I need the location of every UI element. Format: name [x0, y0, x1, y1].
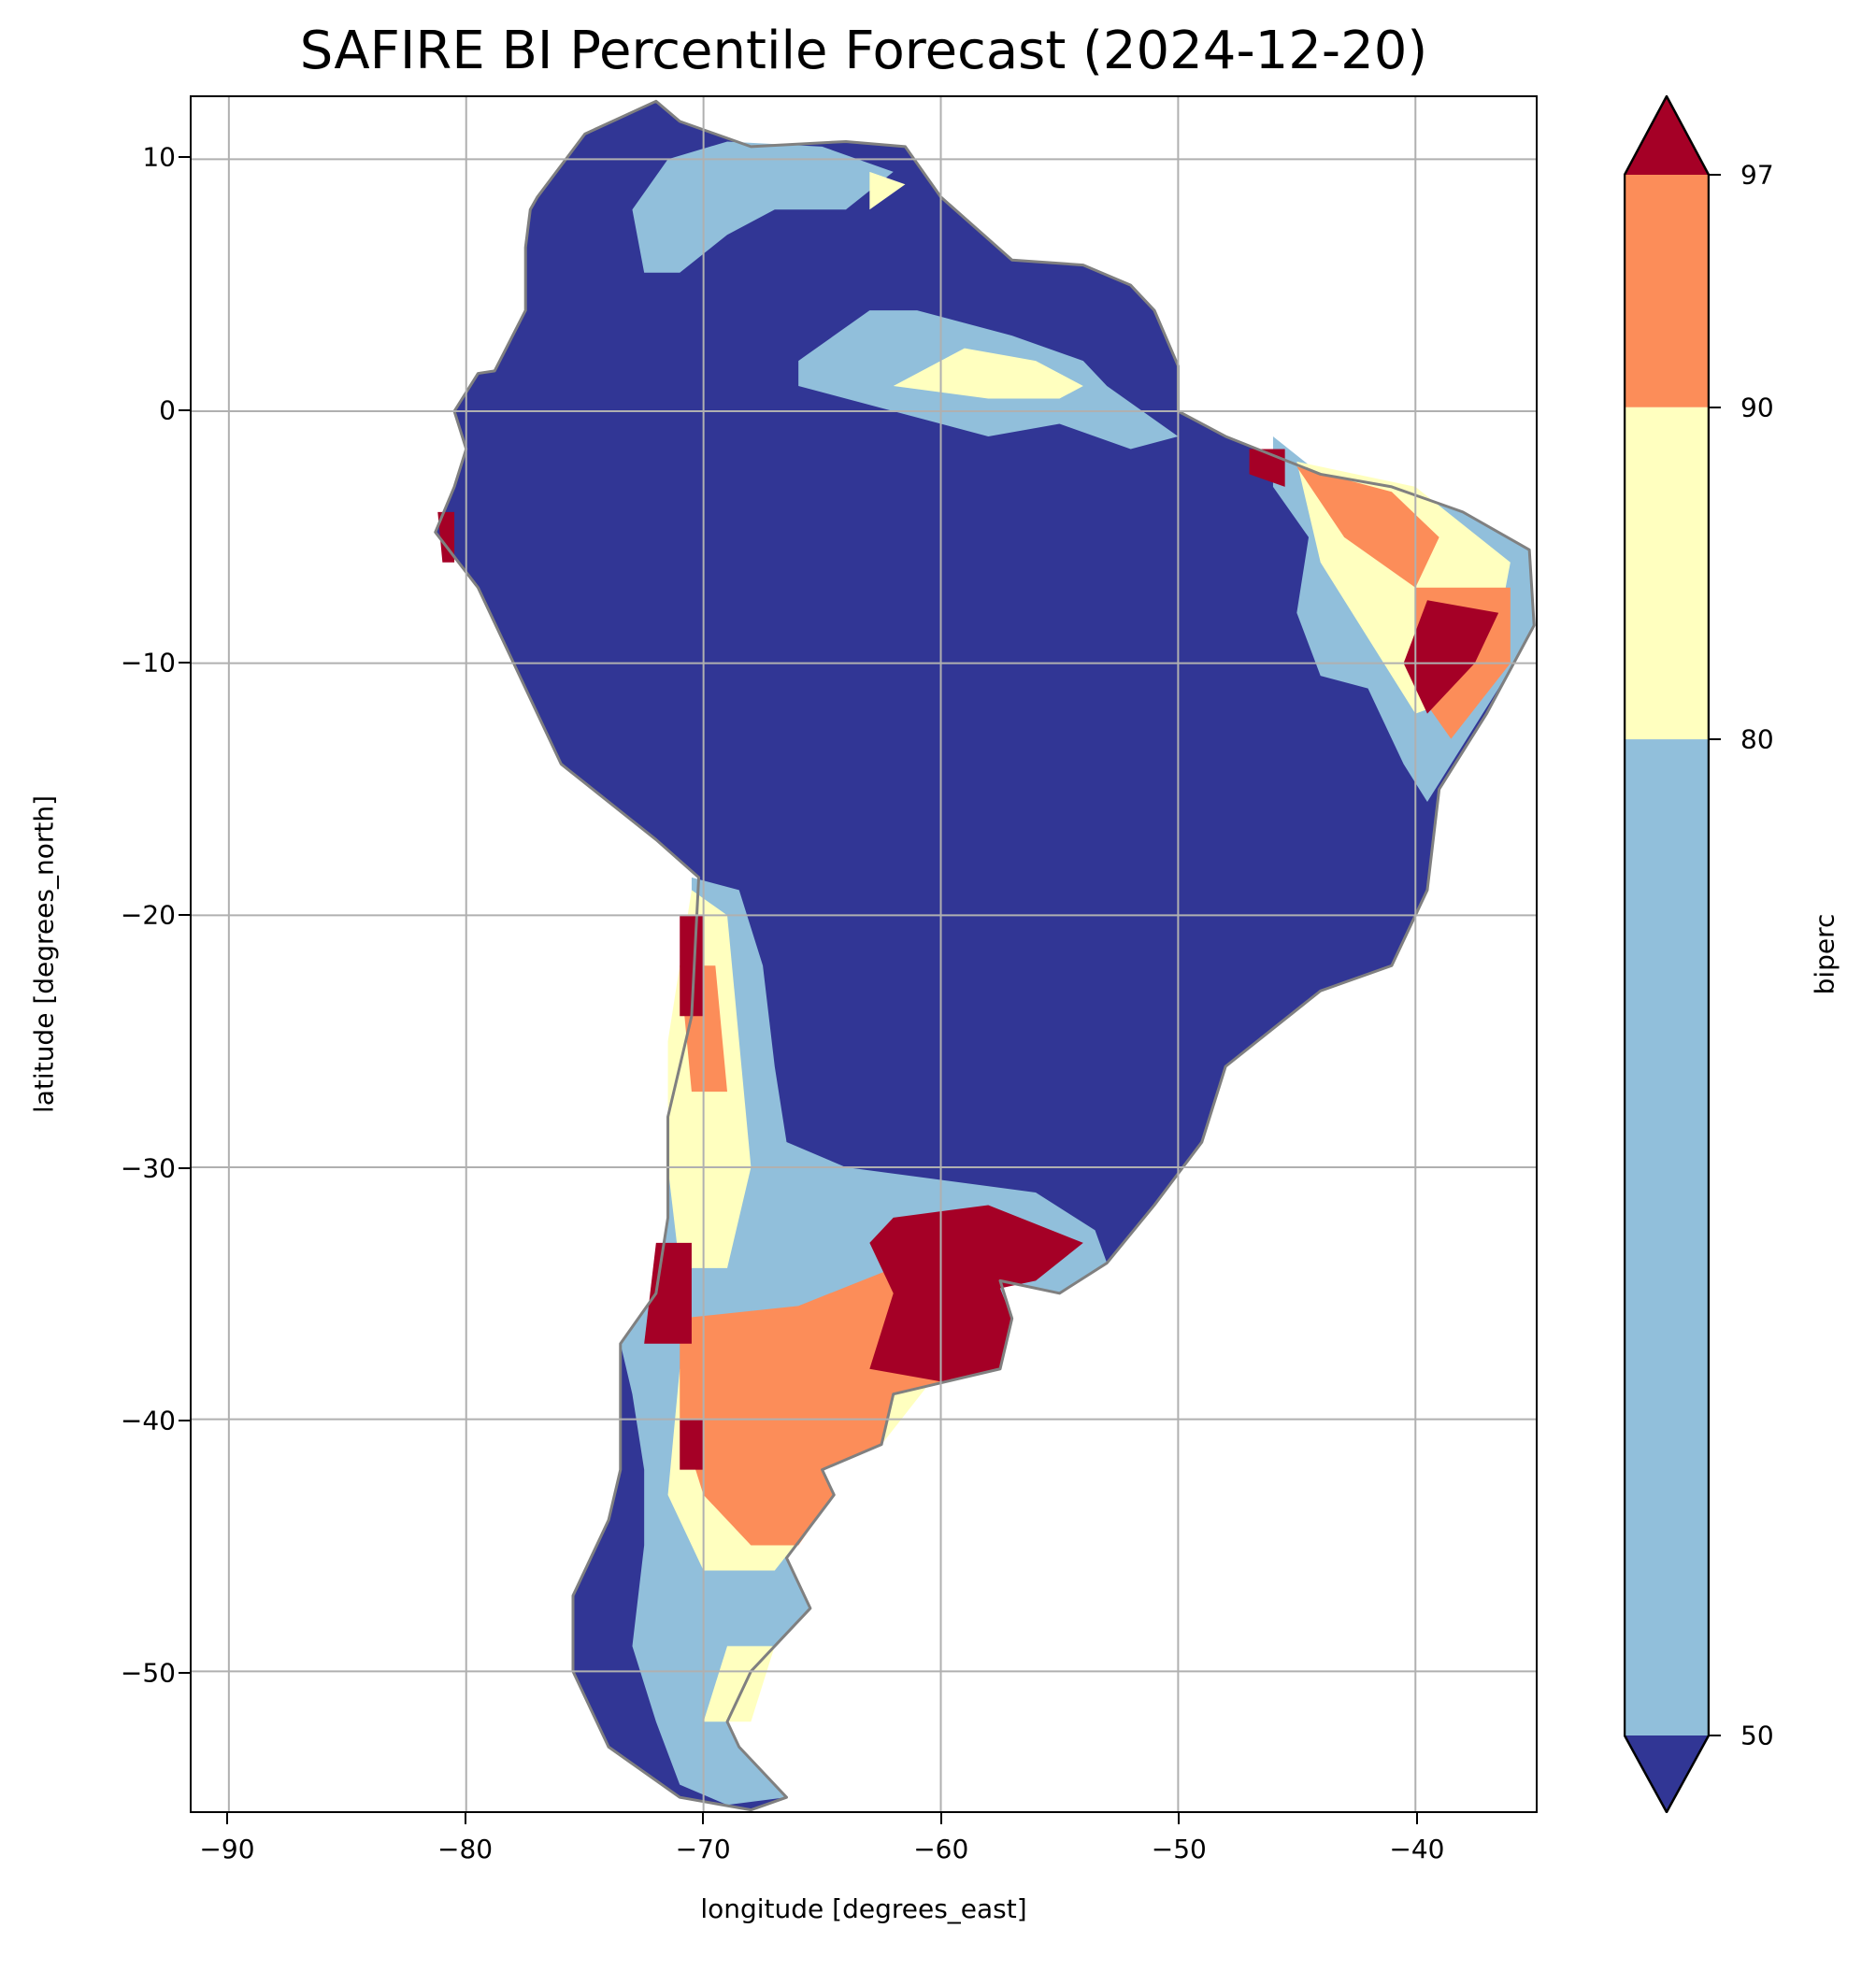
y-tick-label: −30 — [120, 1152, 176, 1183]
colorbar-tick-mark — [1710, 174, 1721, 176]
region-over-97 — [680, 915, 704, 1017]
y-axis-label: latitude [degrees_north] — [28, 795, 60, 1113]
colorbar-tick-label: 97 — [1740, 159, 1774, 191]
region-over-97 — [680, 1419, 704, 1470]
region-90-97 — [1296, 466, 1439, 588]
y-tick-label: −40 — [120, 1405, 176, 1436]
y-tick-mark — [179, 914, 190, 917]
y-tick-label: −10 — [120, 647, 176, 678]
x-tick-mark — [1178, 1813, 1181, 1824]
region-80-90 — [869, 171, 906, 210]
x-tick-mark — [702, 1813, 705, 1824]
region-over-97 — [644, 1242, 692, 1344]
x-tick-label: −60 — [913, 1834, 969, 1864]
colorbar-tick-mark — [1710, 738, 1721, 741]
x-tick-mark — [225, 1813, 228, 1824]
chart-title: SAFIRE BI Percentile Forecast (2024-12-2… — [299, 21, 1428, 81]
x-tick-label: −50 — [1151, 1834, 1207, 1864]
region-50-80 — [632, 141, 894, 273]
colorbar-tick-label: 90 — [1740, 392, 1774, 423]
y-tick-label: 0 — [159, 394, 176, 426]
y-tick-mark — [179, 156, 190, 159]
x-axis-label: longitude [degrees_east] — [700, 1893, 1027, 1924]
colorbar-tick-mark — [1710, 1735, 1721, 1736]
y-tick-label: −50 — [120, 1657, 176, 1689]
x-tick-label: −70 — [675, 1834, 731, 1864]
coastline — [436, 101, 1534, 1809]
colorbar-extend-max — [1625, 96, 1709, 175]
colorbar-segment-50_80 — [1625, 739, 1709, 1736]
y-tick-mark — [179, 661, 190, 664]
region-over-97 — [1403, 600, 1499, 714]
x-tick-label: −90 — [199, 1834, 255, 1864]
x-tick-label: −80 — [437, 1834, 494, 1864]
x-tick-mark — [939, 1813, 942, 1824]
map-plot-area — [190, 95, 1538, 1813]
colorbar-tick-label: 80 — [1740, 723, 1774, 755]
colorbar — [1624, 95, 1710, 1813]
x-tick-mark — [1415, 1813, 1418, 1824]
colorbar-segment-80_90 — [1625, 407, 1709, 740]
colorbar-tick-label: 50 — [1740, 1720, 1774, 1751]
colorbar-extend-min — [1625, 1735, 1709, 1812]
y-tick-mark — [179, 408, 190, 411]
y-tick-mark — [179, 1672, 190, 1674]
colorbar-tick-mark — [1710, 406, 1721, 408]
y-tick-label: 10 — [142, 141, 176, 173]
y-tick-mark — [179, 1166, 190, 1169]
x-tick-mark — [464, 1813, 466, 1824]
map-svg — [192, 97, 1536, 1811]
colorbar-segment-90_97 — [1625, 175, 1709, 407]
region-over-97 — [1249, 449, 1285, 487]
region-over-97 — [869, 1205, 1083, 1382]
colorbar-label: biperc — [1809, 913, 1840, 995]
y-tick-mark — [179, 1419, 190, 1421]
y-tick-label: −20 — [120, 899, 176, 931]
x-tick-label: −40 — [1389, 1834, 1445, 1864]
colorbar-outline — [1624, 95, 1710, 1813]
